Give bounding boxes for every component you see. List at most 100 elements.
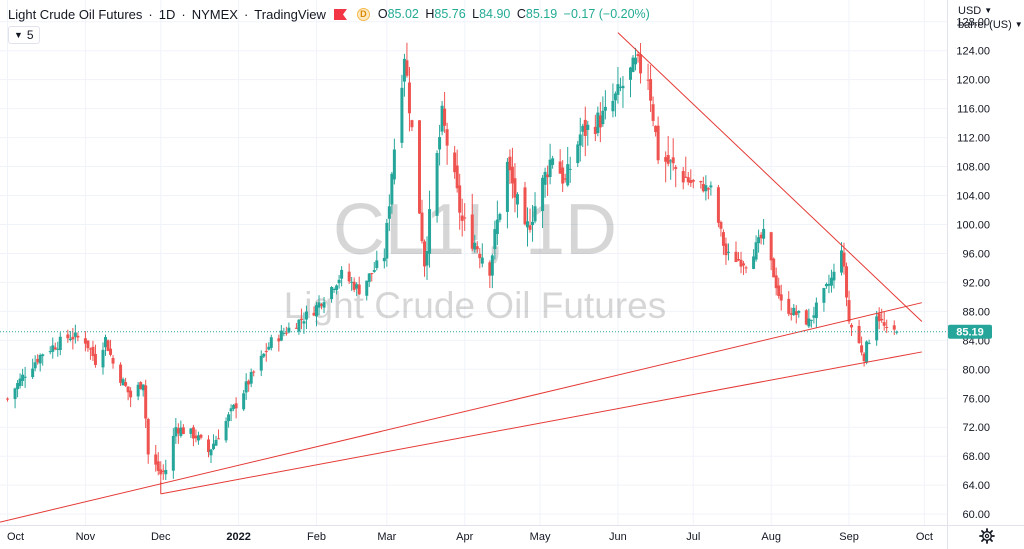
candle-body <box>66 334 70 339</box>
interval-label[interactable]: 1D <box>158 6 176 22</box>
unit-selector[interactable]: barrel (US) ▼ <box>958 18 1023 32</box>
candle-body <box>621 85 625 89</box>
candle-body <box>541 177 545 211</box>
candle-body <box>839 250 843 273</box>
last-price-label: 85.19 <box>956 327 984 339</box>
time-tick-label: 2022 <box>226 531 250 543</box>
candle-body <box>671 157 675 164</box>
candle-body <box>267 346 271 350</box>
price-axis[interactable]: 60.0064.0068.0072.0076.0080.0084.0088.00… <box>956 17 990 521</box>
candle-body <box>618 86 622 88</box>
candle-body <box>721 232 725 246</box>
gear-icon[interactable] <box>979 528 995 544</box>
indicators-toggle-button[interactable]: ▼ 5 <box>8 26 40 44</box>
candle-body <box>797 310 801 313</box>
candle-body <box>850 324 854 328</box>
ohlc-values: O85.02 H85.76 L84.90 C85.19 −0.17 (−0.20… <box>378 7 653 21</box>
trendlines[interactable] <box>0 32 923 523</box>
candle-body <box>701 183 705 192</box>
candle-series <box>6 42 899 484</box>
source-label: TradingView <box>254 6 326 22</box>
candle-body <box>752 256 756 269</box>
candle-body <box>857 325 861 344</box>
candle-body <box>229 408 233 412</box>
candle-body <box>347 271 351 282</box>
candle-body <box>420 212 424 242</box>
candle-body <box>144 385 148 419</box>
candle-body <box>330 287 334 300</box>
symbol-title[interactable]: Light Crude Oil Futures <box>8 6 143 22</box>
candle-body <box>199 434 203 438</box>
candle-body <box>227 414 231 422</box>
time-tick-label: Mar <box>377 531 396 543</box>
candle-body <box>493 229 497 250</box>
candle-body <box>546 174 550 178</box>
time-axis[interactable]: Oct Nov Dec 2022 Feb Mar Apr May Jun Jul Aug Sep Oct <box>7 531 933 543</box>
candle-body <box>613 93 617 101</box>
candle-body <box>440 105 444 132</box>
candle-body <box>367 273 371 282</box>
currency-selector[interactable]: USD ▼ <box>958 4 1023 18</box>
price-axis-header: USD ▼ barrel (US) ▼ <box>958 4 1023 32</box>
candle-body <box>277 338 281 342</box>
candle-body <box>649 79 653 101</box>
candle-body <box>372 270 376 272</box>
candle-body <box>36 358 40 363</box>
candle-body <box>862 353 866 362</box>
candle-body <box>56 348 60 350</box>
price-tick-label: 112.00 <box>957 133 990 145</box>
time-tick-label: Oct <box>916 531 933 543</box>
price-tick-label: 120.00 <box>956 75 990 87</box>
candle-body <box>455 165 459 189</box>
candle-body <box>68 338 72 341</box>
candle-body <box>488 262 492 276</box>
candle-body <box>611 100 615 112</box>
candle-body <box>304 311 308 320</box>
candle-body <box>111 357 115 364</box>
chevron-down-icon: ▼ <box>984 6 993 15</box>
candle-body <box>337 279 341 284</box>
candle-body <box>458 185 462 213</box>
candle-body <box>294 327 298 329</box>
candle-body <box>684 176 688 178</box>
price-tick-label: 116.00 <box>957 104 990 116</box>
candle-body <box>581 125 585 132</box>
candle-body <box>689 180 693 184</box>
candle-body <box>666 155 670 164</box>
candle-body <box>48 351 52 353</box>
candle-body <box>726 251 730 253</box>
candle-body <box>892 325 896 330</box>
candle-body <box>789 313 793 315</box>
candle-body <box>777 285 781 296</box>
candle-body <box>417 120 421 214</box>
dividends-badge[interactable]: D <box>356 7 370 21</box>
candle-body <box>287 327 291 333</box>
candle-body <box>247 380 251 385</box>
candle-body <box>21 374 25 381</box>
candle-body <box>13 388 17 400</box>
candle-body <box>706 188 710 190</box>
candle-body <box>370 273 374 275</box>
chart-grid <box>0 0 947 525</box>
candle-body <box>453 152 457 173</box>
candle-body <box>382 257 386 262</box>
candle-body <box>739 259 743 267</box>
candle-body <box>146 419 150 455</box>
candle-body <box>877 313 881 322</box>
price-tick-label: 104.00 <box>956 191 990 203</box>
price-tick-label: 64.00 <box>962 480 990 492</box>
candle-body <box>58 336 62 351</box>
candle-body <box>400 87 404 143</box>
flag-icon[interactable] <box>333 8 347 20</box>
candle-body <box>269 337 273 348</box>
last-price-badge: 85.19 <box>948 324 992 339</box>
time-tick-label: Oct <box>7 531 24 543</box>
unit-label: barrel (US) <box>958 19 1012 31</box>
candle-body <box>312 312 316 316</box>
candle-body <box>709 185 713 188</box>
candle-body <box>410 120 414 128</box>
candle-body <box>616 84 620 95</box>
candle-body <box>814 302 818 319</box>
low-value: 84.90 <box>479 7 511 21</box>
